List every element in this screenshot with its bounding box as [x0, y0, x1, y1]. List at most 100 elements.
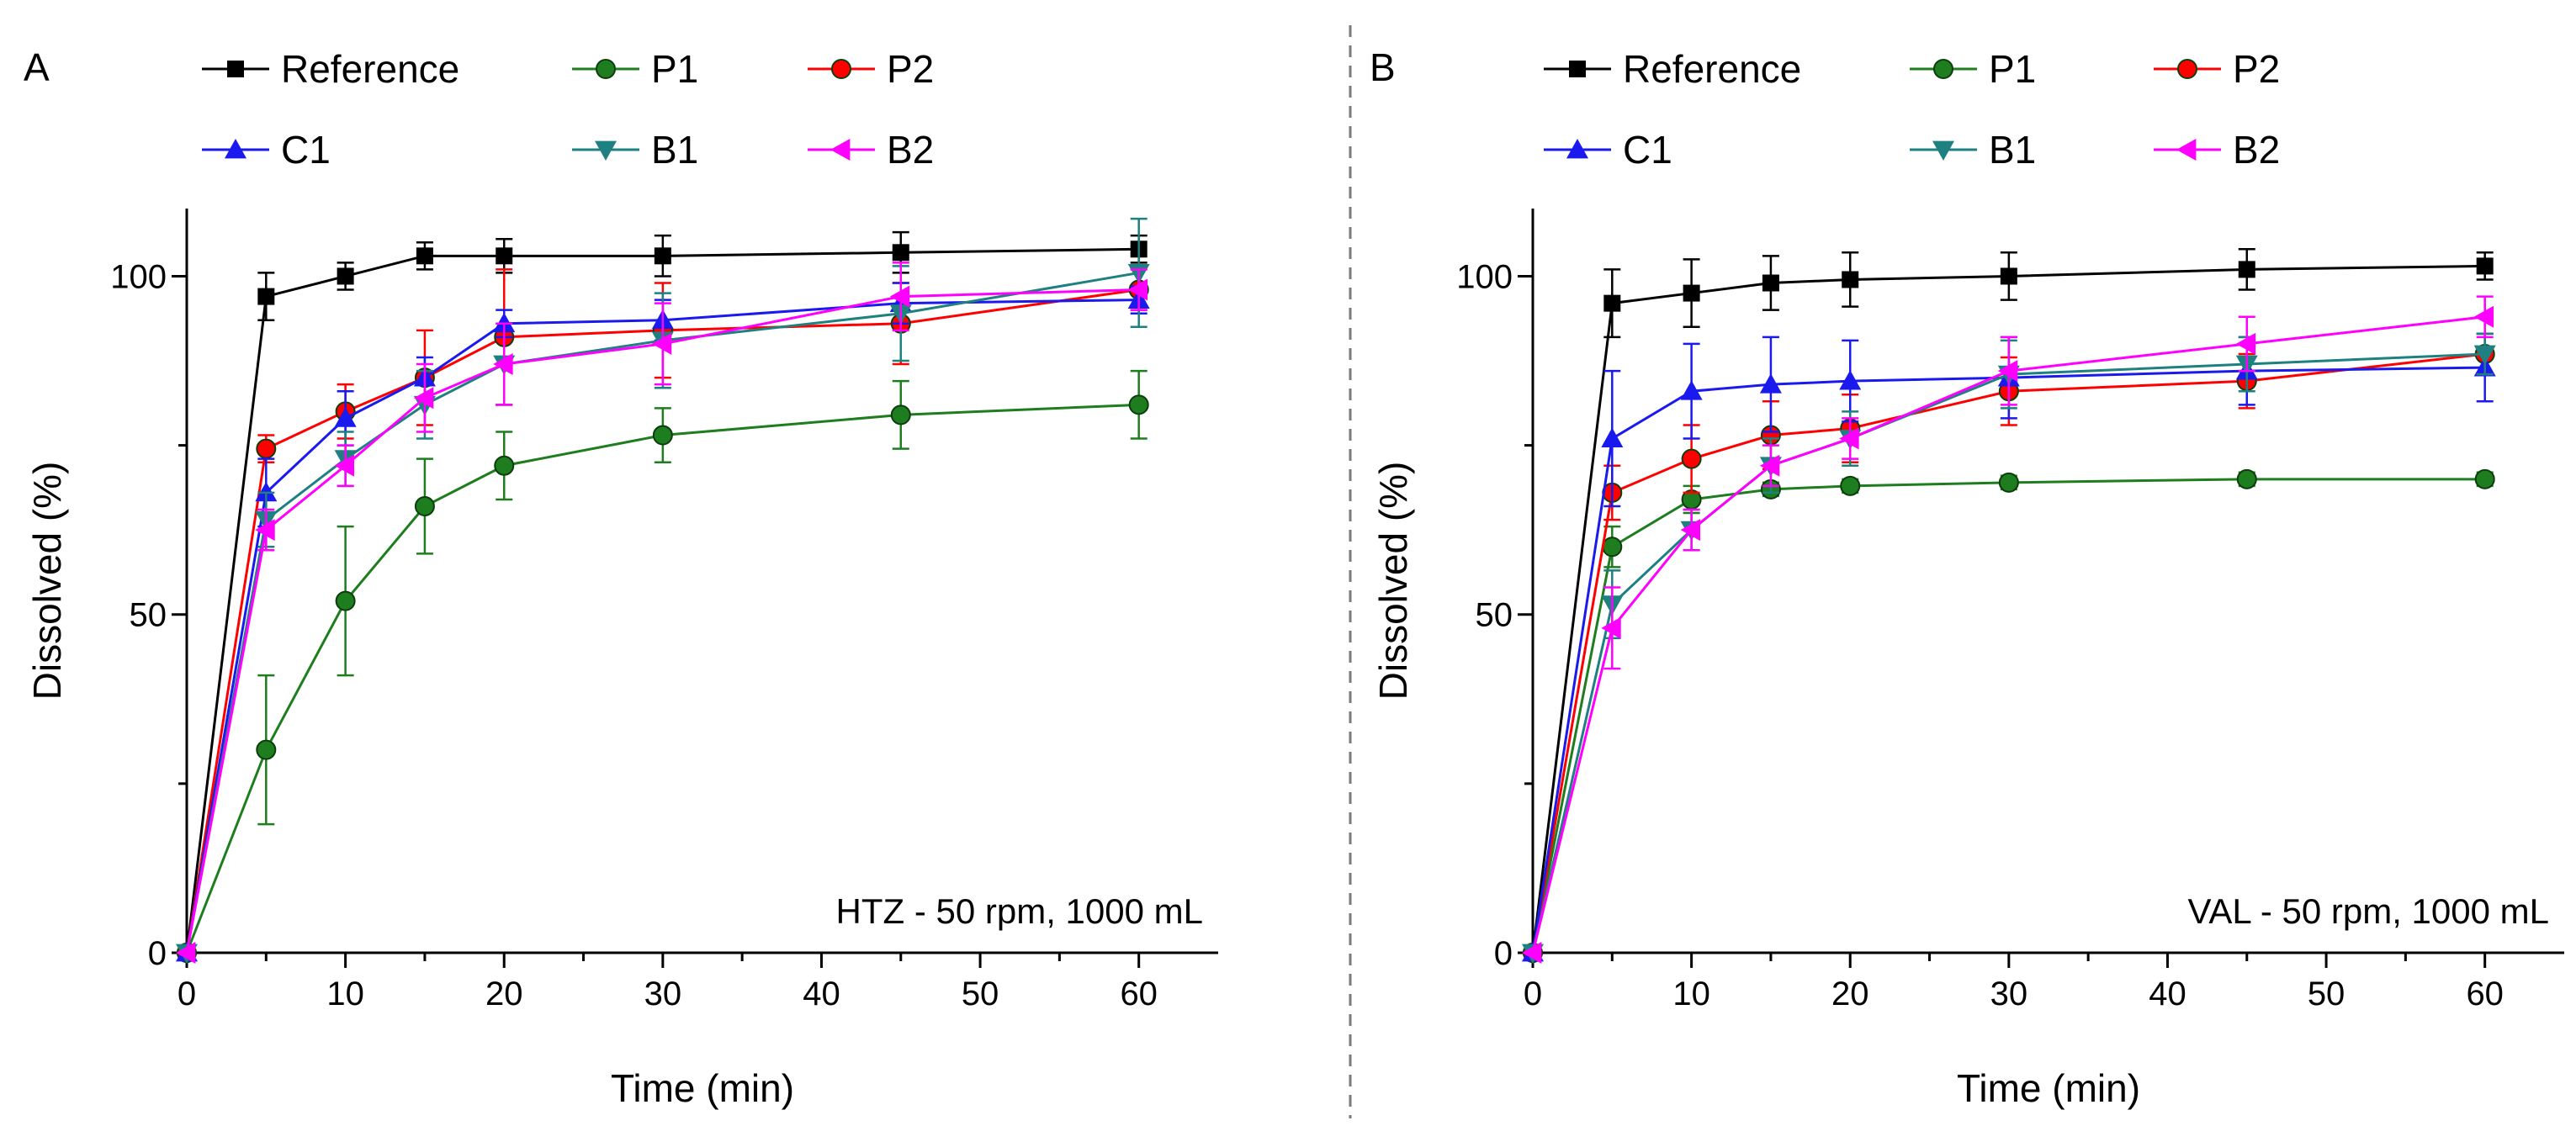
legend-entry-c1: C1 — [202, 128, 331, 172]
data-point — [1759, 373, 1782, 394]
legend-marker — [1566, 139, 1588, 159]
data-point — [493, 353, 513, 376]
series-line — [185, 403, 1139, 954]
data-point — [256, 739, 277, 760]
legend-marker — [1932, 140, 1954, 161]
x-axis-title: Time (min) — [1957, 1066, 2140, 1110]
data-point — [1681, 448, 1702, 469]
data-point — [1762, 274, 1779, 292]
data-point — [1997, 360, 2018, 383]
series-line — [185, 299, 1139, 954]
x-tick-label: 0 — [178, 975, 196, 1012]
data-point — [334, 407, 357, 427]
legend-label: B2 — [2233, 128, 2280, 172]
data-point — [2238, 261, 2255, 278]
data-point — [2473, 305, 2494, 328]
series-b2 — [176, 262, 1148, 964]
y-tick-label: 100 — [1456, 258, 1513, 295]
data-point — [1839, 370, 1862, 390]
legend-marker — [595, 140, 617, 161]
y-axis-title: Dissolved (%) — [25, 462, 69, 700]
y-tick-label: 50 — [1476, 597, 1513, 634]
legend-marker — [1569, 61, 1586, 77]
data-point — [257, 288, 275, 305]
chart-panel-a: A 0 10 20 30 40 50 60 0 50 100 Time (min) Dissolved … — [24, 45, 1218, 1110]
y-tick-label: 0 — [148, 935, 167, 972]
data-point — [335, 590, 356, 611]
legend-label: C1 — [281, 128, 331, 172]
x-tick-label: 50 — [962, 975, 999, 1012]
legend-label: Reference — [1623, 47, 1801, 91]
x-tick-label: 10 — [326, 975, 364, 1012]
legend-entry-c1: C1 — [1544, 128, 1672, 172]
legend-label: P2 — [887, 47, 934, 91]
series-line — [1531, 366, 2485, 954]
data-point — [416, 247, 433, 265]
legend-marker — [227, 61, 244, 77]
data-point — [255, 481, 278, 502]
legend-entry-p2: P2 — [2154, 47, 2280, 91]
chart-panel-b: B 0 10 20 30 40 50 60 0 50 100 Time (min) Dissolved … — [1370, 45, 2564, 1110]
x-tick-label: 60 — [1120, 975, 1158, 1012]
data-point — [176, 942, 196, 964]
legend-label: C1 — [1623, 128, 1672, 172]
data-point — [1128, 394, 1149, 415]
series-line — [1531, 478, 2485, 954]
data-point — [2235, 332, 2256, 355]
x-tick-label: 30 — [1990, 975, 2028, 1012]
data-point — [892, 244, 909, 262]
x-tick-label: 30 — [644, 975, 682, 1012]
data-point — [1842, 271, 1859, 288]
data-point — [1602, 537, 1623, 558]
series-reference — [178, 230, 1148, 961]
legend-entry-b1: B1 — [572, 128, 698, 172]
data-point — [1127, 278, 1148, 301]
legend-label: B2 — [887, 128, 934, 172]
data-point — [2473, 345, 2496, 365]
data-point — [496, 247, 513, 265]
y-tick-label: 0 — [1494, 935, 1513, 972]
legend-label: B1 — [651, 128, 698, 172]
data-point — [1840, 475, 1861, 496]
legend-label: P1 — [651, 47, 698, 91]
series-line — [185, 288, 1139, 954]
data-point — [1683, 284, 1700, 302]
data-point — [1603, 294, 1621, 312]
data-point — [889, 285, 910, 308]
legend-marker — [225, 139, 246, 159]
data-point — [651, 332, 672, 355]
legend-marker — [1933, 59, 1953, 79]
legend-marker — [596, 59, 616, 79]
x-tick-label: 40 — [2149, 975, 2186, 1012]
data-point — [255, 519, 275, 542]
data-point — [654, 247, 671, 265]
data-point — [337, 267, 354, 285]
legend-marker — [2177, 59, 2197, 79]
condition-annotation: HTZ - 50 rpm, 1000 mL — [836, 891, 1203, 931]
data-point — [1839, 427, 1859, 450]
series-line — [1531, 352, 2485, 954]
series-line — [1531, 315, 2485, 954]
x-axis-title: Time (min) — [611, 1066, 794, 1110]
x-tick-label: 50 — [2308, 975, 2345, 1012]
legend-entry-reference: Reference — [1544, 47, 1801, 91]
data-point — [890, 404, 911, 426]
series-p1 — [177, 369, 1149, 963]
legend-marker — [2176, 139, 2197, 161]
legend-marker — [830, 139, 851, 161]
x-tick-label: 40 — [803, 975, 840, 1012]
x-tick-label: 20 — [1831, 975, 1869, 1012]
x-tick-label: 20 — [485, 975, 523, 1012]
legend-entry-b2: B2 — [808, 128, 934, 172]
y-tick-label: 100 — [110, 258, 167, 295]
legend-entry-p2: P2 — [808, 47, 934, 91]
legend-label: Reference — [281, 47, 459, 91]
data-point — [334, 454, 355, 477]
x-tick-label: 10 — [1672, 975, 1710, 1012]
legend-entry-p1: P1 — [1910, 47, 2036, 91]
series-line — [1531, 264, 2485, 954]
series-line — [185, 288, 1139, 954]
legend-entry-reference: Reference — [202, 47, 459, 91]
